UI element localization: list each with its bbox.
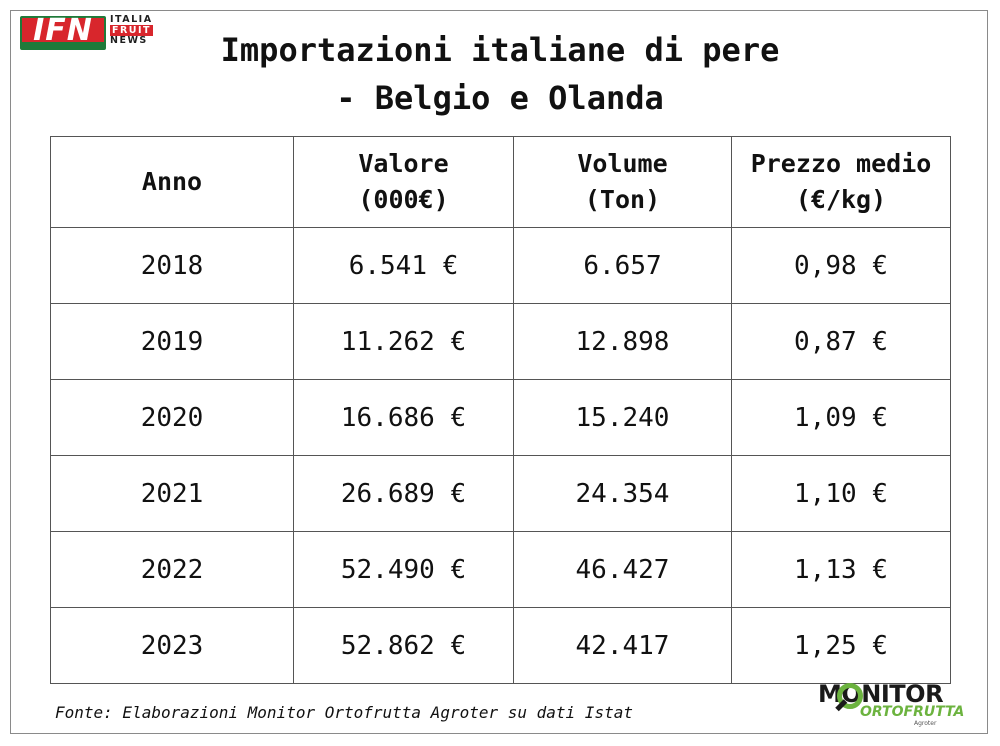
ifn-logo-box [20,16,106,50]
ifn-logo-words: ITALIA FRUIT NEWS [110,14,154,47]
ifn-logo-line2: FRUIT [110,24,154,36]
cell-valore: 16.686 € [293,379,514,456]
cell-prezzo: 1,09 € [731,379,951,456]
table-row: 2018 6.541 € 6.657 0,98 € [50,227,951,304]
cell-valore: 26.689 € [293,455,514,532]
cell-valore: 52.862 € [293,607,514,684]
cell-prezzo: 0,98 € [731,227,951,304]
table-row: 2020 16.686 € 15.240 1,09 € [50,379,951,456]
table-row: 2023 52.862 € 42.417 1,25 € [50,607,951,684]
monitor-ortofrutta-logo: MONITOR ORTOFRUTTA Agroter [818,680,978,730]
header-prezzo-label: Prezzo medio [750,149,932,178]
cell-volume: 24.354 [513,455,732,532]
header-prezzo: Prezzo medio (€/kg) [731,136,951,228]
cell-anno: 2021 [50,455,294,532]
cell-prezzo: 1,25 € [731,607,951,684]
cell-volume: 46.427 [513,531,732,608]
page-title: Importazioni italiane di pere - Belgio e… [160,26,840,122]
header-volume: Volume (Ton) [513,136,732,228]
cell-anno: 2022 [50,531,294,608]
cell-valore: 11.262 € [293,303,514,380]
cell-prezzo: 1,13 € [731,531,951,608]
magnifier-icon [837,683,863,709]
cell-volume: 15.240 [513,379,732,456]
cell-valore: 6.541 € [293,227,514,304]
table-row: 2021 26.689 € 24.354 1,10 € [50,455,951,532]
cell-anno: 2020 [50,379,294,456]
ifn-logo-line1: ITALIA [110,14,153,25]
header-anno-label: Anno [141,167,203,196]
ifn-logo: IFN ITALIA FRUIT NEWS [20,13,170,56]
cell-volume: 12.898 [513,303,732,380]
table-row: 2019 11.262 € 12.898 0,87 € [50,303,951,380]
header-volume-unit: (Ton) [584,185,661,214]
cell-anno: 2023 [50,607,294,684]
monitor-logo-sub: ORTOFRUTTA [860,704,965,720]
cell-anno: 2019 [50,303,294,380]
header-anno: Anno [50,136,294,228]
header-valore-label: Valore [358,149,449,178]
table-row: 2022 52.490 € 46.427 1,13 € [50,531,951,608]
header-volume-label: Volume [577,149,668,178]
source-note: Fonte: Elaborazioni Monitor Ortofrutta A… [55,703,633,722]
header-prezzo-unit: (€/kg) [795,185,887,214]
import-table: Anno Valore (000€) Volume (Ton) Prezzo m… [50,136,951,684]
header-valore: Valore (000€) [293,136,514,228]
cell-prezzo: 0,87 € [731,303,951,380]
page-title-line2: - Belgio e Olanda [336,79,664,117]
cell-volume: 42.417 [513,607,732,684]
cell-valore: 52.490 € [293,531,514,608]
table-header-row: Anno Valore (000€) Volume (Ton) Prezzo m… [50,136,951,228]
page-frame [10,10,988,734]
monitor-logo-by: Agroter [914,720,937,727]
page-title-line1: Importazioni italiane di pere [220,31,780,69]
cell-prezzo: 1,10 € [731,455,951,532]
ifn-logo-mark: IFN [33,13,93,48]
ifn-logo-line3: NEWS [110,35,148,46]
header-valore-unit: (000€) [358,185,449,214]
cell-volume: 6.657 [513,227,732,304]
cell-anno: 2018 [50,227,294,304]
